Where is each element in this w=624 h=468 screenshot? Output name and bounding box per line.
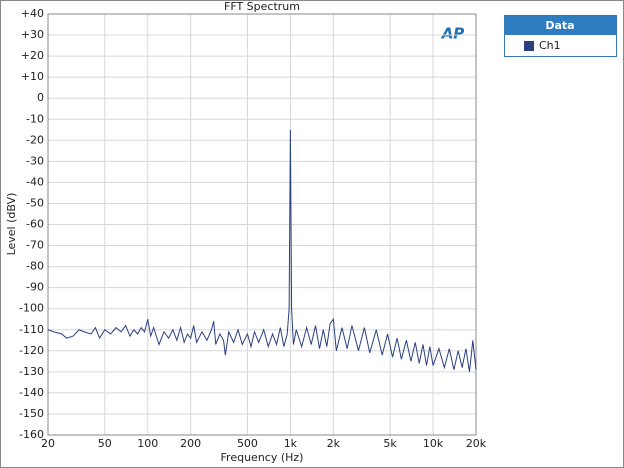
x-tick-label: 20k xyxy=(466,437,487,450)
y-tick-label: +20 xyxy=(21,49,44,62)
plot-border xyxy=(47,13,477,436)
x-tick-label: 10k xyxy=(423,437,444,450)
y-tick-label: -110 xyxy=(19,323,44,336)
x-tick-label: 50 xyxy=(98,437,112,450)
y-tick-label: -160 xyxy=(19,428,44,441)
y-tick-label: -20 xyxy=(26,133,44,146)
x-tick-label: 2k xyxy=(327,437,341,450)
x-tick-label: 20 xyxy=(41,437,55,450)
legend-label: Ch1 xyxy=(539,39,561,52)
y-tick-label: 0 xyxy=(37,91,44,104)
x-tick-label: 200 xyxy=(180,437,201,450)
y-tick-label: -120 xyxy=(19,344,44,357)
x-tick-label: 5k xyxy=(383,437,397,450)
legend-header xyxy=(505,16,616,35)
y-tick-label: -60 xyxy=(26,218,44,231)
legend-swatch xyxy=(524,41,534,51)
y-tick-label: -10 xyxy=(26,112,44,125)
y-tick-label: -150 xyxy=(19,407,44,420)
y-tick-label: -30 xyxy=(26,154,44,167)
y-tick-label: -50 xyxy=(26,196,44,209)
y-axis-label: Level (dBV) xyxy=(5,193,18,256)
x-tick-label: 500 xyxy=(237,437,258,450)
y-tick-label: -40 xyxy=(26,175,44,188)
data-line xyxy=(47,129,477,372)
y-tick-label: +30 xyxy=(21,28,44,41)
y-tick-label: -90 xyxy=(26,281,44,294)
y-tick-label: +40 xyxy=(21,7,44,20)
x-tick-label: 1k xyxy=(284,437,298,450)
y-tick-label: -130 xyxy=(19,365,44,378)
legend-title: Data xyxy=(545,19,574,32)
y-tick-label: -100 xyxy=(19,302,44,315)
y-tick-label: -140 xyxy=(19,386,44,399)
y-tick-label: -70 xyxy=(26,239,44,252)
chart-title: FFT Spectrum xyxy=(224,0,300,13)
y-tick-label: +10 xyxy=(21,70,44,83)
x-tick-label: 100 xyxy=(137,437,158,450)
x-axis-label: Frequency (Hz) xyxy=(221,451,304,464)
logo: AP xyxy=(441,25,465,43)
y-tick-label: -80 xyxy=(26,260,44,273)
